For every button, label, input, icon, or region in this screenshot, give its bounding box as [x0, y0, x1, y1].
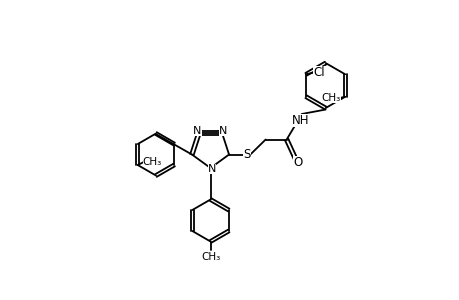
- Text: N: N: [193, 126, 202, 136]
- Text: O: O: [293, 155, 302, 169]
- Text: N: N: [207, 164, 216, 174]
- Text: Cl: Cl: [313, 66, 324, 79]
- Text: N: N: [219, 126, 227, 136]
- Text: CH₃: CH₃: [321, 93, 340, 103]
- Text: NH: NH: [291, 113, 308, 127]
- Text: CH₃: CH₃: [201, 251, 220, 262]
- Text: S: S: [243, 148, 250, 161]
- Text: CH₃: CH₃: [142, 157, 162, 167]
